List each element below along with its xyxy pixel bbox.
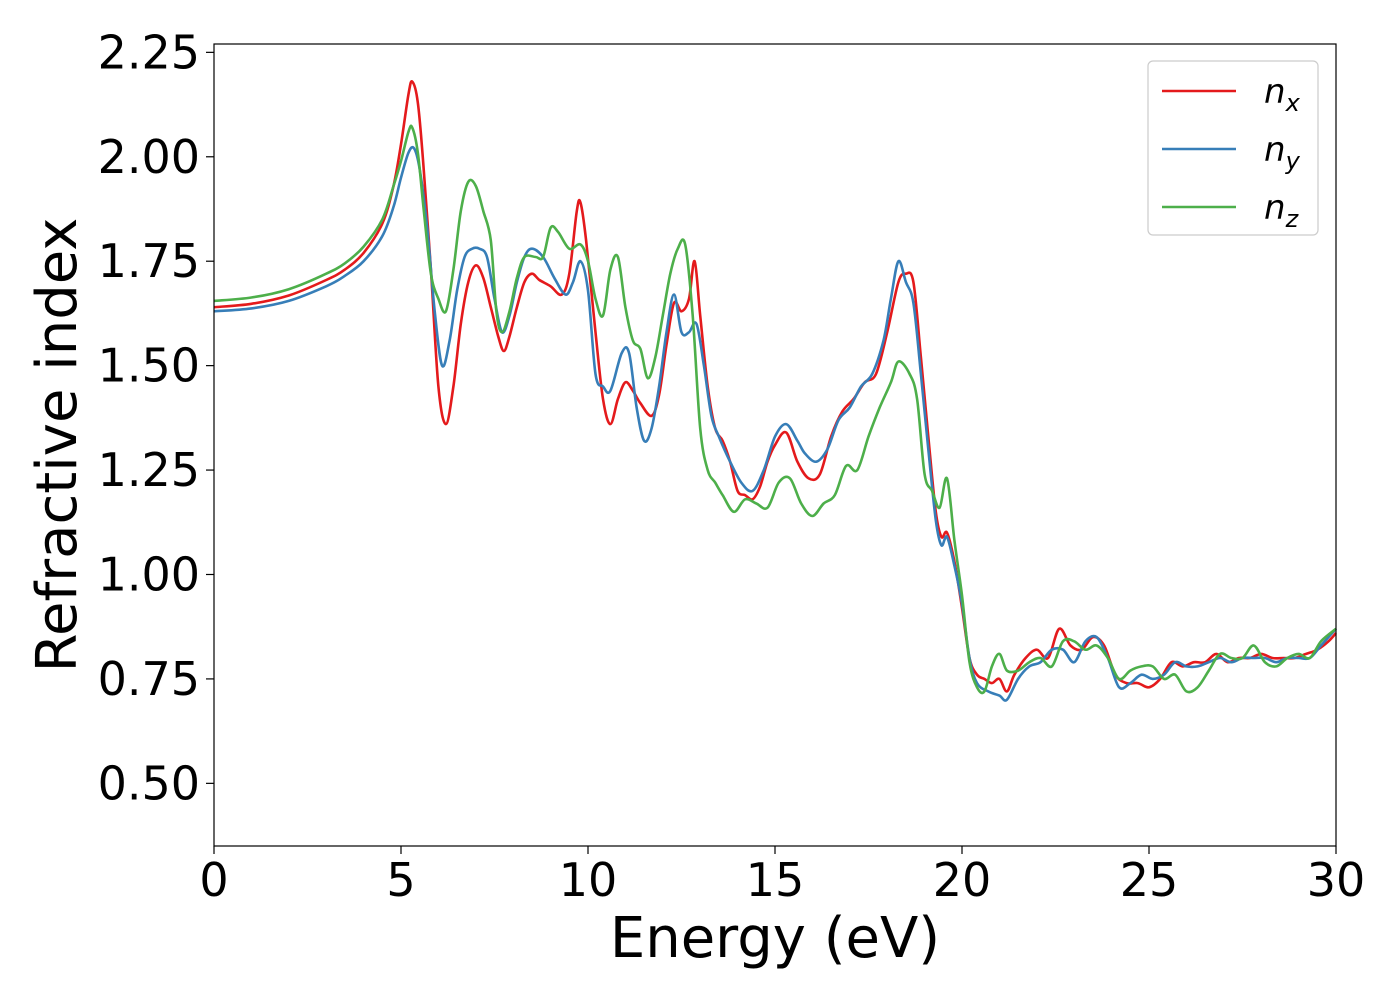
y-tick-label: 1.75 (98, 234, 200, 288)
x-axis-ticks: 0 5 10 15 20 25 30 (199, 846, 1365, 907)
y-tick-label: 1.50 (98, 339, 200, 393)
y-tick-label: 0.75 (98, 652, 200, 706)
x-tick-label: 10 (559, 853, 618, 907)
x-tick-label: 15 (746, 853, 805, 907)
y-axis-label: Refractive index (25, 218, 90, 673)
x-axis-label: Energy (eV) (610, 906, 940, 971)
y-tick-label: 1.25 (98, 443, 200, 497)
x-tick-label: 30 (1307, 853, 1366, 907)
y-tick-label: 1.00 (98, 547, 200, 601)
series-layer (213, 80, 1337, 702)
legend-label-ny: ny (1264, 130, 1301, 175)
x-tick-label: 5 (386, 853, 415, 907)
y-tick-label: 2.00 (98, 130, 200, 184)
legend-label-nz: nz (1264, 188, 1300, 233)
x-tick-label: 20 (933, 853, 992, 907)
legend: nx ny nz (1147, 60, 1319, 236)
series-line-nx (213, 80, 1337, 693)
series-line-nz (213, 124, 1337, 695)
plot-frame (213, 43, 1337, 847)
x-tick-label: 0 (199, 853, 228, 907)
legend-label-nx: nx (1264, 72, 1301, 117)
series-line-ny (213, 145, 1337, 702)
y-axis-ticks: 0.50 0.75 1.00 1.25 1.50 1.75 2.00 2.25 (98, 25, 214, 810)
y-tick-label: 0.50 (98, 756, 200, 810)
x-tick-label: 25 (1120, 853, 1179, 907)
y-tick-label: 2.25 (98, 25, 200, 79)
